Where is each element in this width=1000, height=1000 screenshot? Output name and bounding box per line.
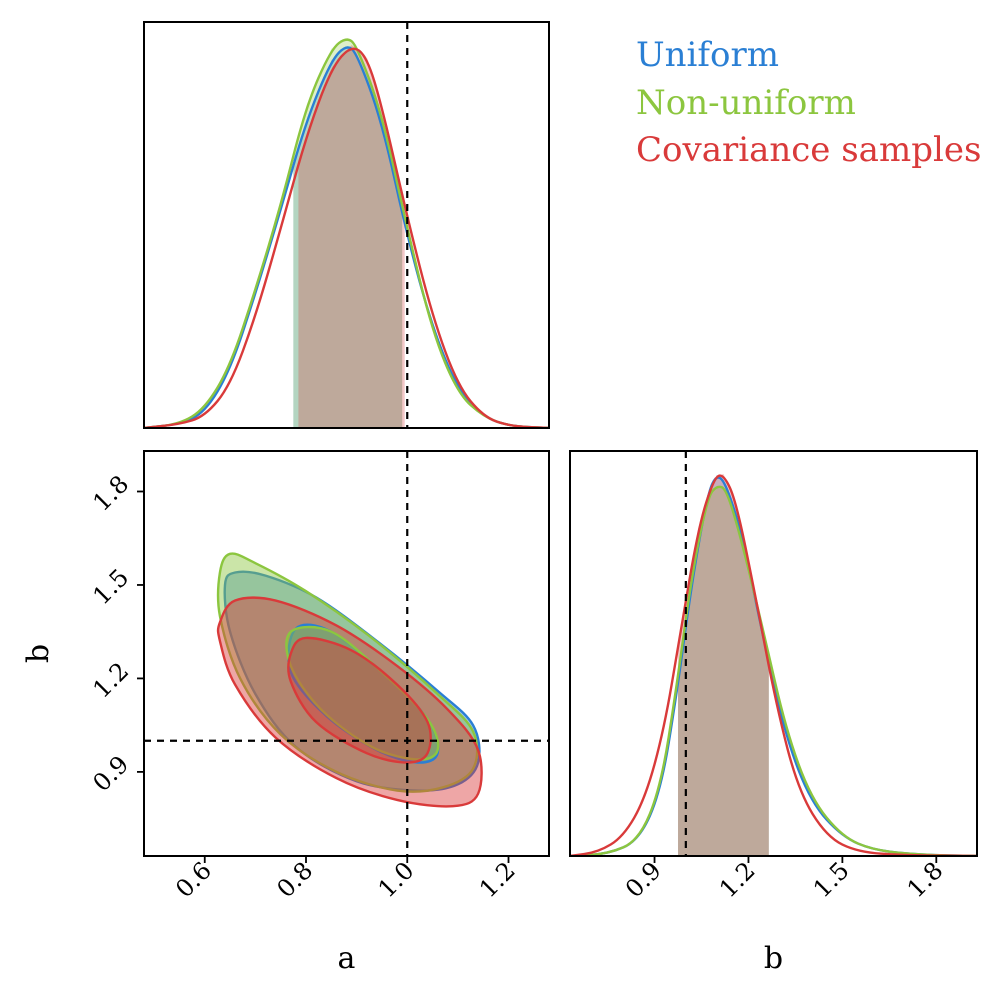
x-tick-label: 1.2 xyxy=(714,856,761,903)
band-uniform xyxy=(678,475,769,856)
plot-area xyxy=(144,451,549,856)
y-tick-label: 1.5 xyxy=(87,563,134,610)
curve-covariance-samples xyxy=(570,474,977,856)
curve-non-uniform xyxy=(570,485,977,856)
curve-uniform xyxy=(570,476,977,856)
x-axis-label: a xyxy=(338,941,356,976)
legend: Uniform Non-uniform Covariance samples xyxy=(636,35,981,170)
axes-frame xyxy=(143,21,550,429)
contour-inner-non-uniform xyxy=(285,625,440,761)
x-tick-label: 0.6 xyxy=(170,856,217,903)
contour-outer-uniform xyxy=(223,570,481,792)
curve-non-uniform xyxy=(144,38,549,428)
y-tick-label: 0.9 xyxy=(87,750,134,797)
x-tick-label: 1.8 xyxy=(902,856,949,903)
x-axis-label: b xyxy=(764,941,783,976)
x-tick-label: 0.9 xyxy=(620,856,667,903)
curve-covariance-samples xyxy=(144,47,549,428)
x-tick-label: 1.2 xyxy=(474,856,521,903)
contour-outer-covariance-samples xyxy=(216,596,483,808)
marginal-a-panel xyxy=(143,21,550,429)
legend-entry-non-uniform: Non-uniform xyxy=(636,83,856,123)
band-uniform xyxy=(293,45,403,428)
legend-entry-covariance-samples: Covariance samples xyxy=(636,130,981,170)
x-tick-label: 0.8 xyxy=(271,856,318,903)
band-covariance-samples xyxy=(298,44,405,428)
contour-outer-non-uniform xyxy=(216,552,479,793)
marginal-b-panel: 0.9 1.2 1.5 1.8 b xyxy=(569,450,978,976)
joint-a-b-panel: 0.6 0.8 1.0 1.2 0.9 1.2 1.5 1.8 a b xyxy=(21,450,550,976)
plot-area xyxy=(570,451,977,856)
curve-uniform xyxy=(144,46,549,428)
axes-frame xyxy=(569,450,978,857)
band-non-uniform xyxy=(293,38,403,428)
x-tick-label: 1.0 xyxy=(373,856,420,903)
y-axis-label: b xyxy=(21,644,56,663)
legend-entry-uniform: Uniform xyxy=(636,35,779,75)
band-non-uniform xyxy=(678,486,769,856)
x-tick-label: 1.5 xyxy=(808,856,855,903)
contour-inner-covariance-samples xyxy=(287,636,432,764)
y-tick-label: 1.8 xyxy=(87,470,134,517)
band-covariance-samples xyxy=(678,473,769,856)
axes-frame xyxy=(143,450,550,857)
plot-area xyxy=(144,22,549,428)
y-tick-label: 1.2 xyxy=(87,657,134,704)
